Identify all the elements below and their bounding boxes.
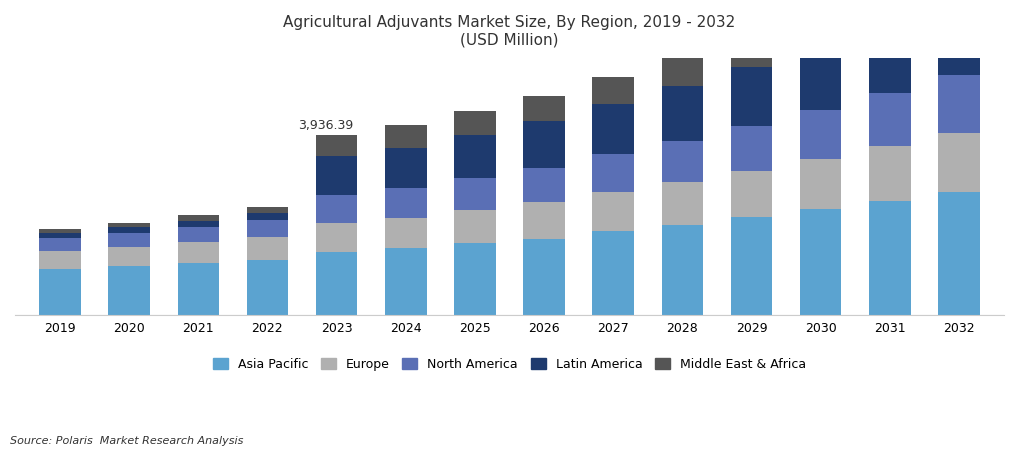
- Bar: [661, 225, 703, 315]
- Bar: [731, 217, 772, 315]
- Bar: [454, 111, 495, 135]
- Bar: [39, 233, 81, 238]
- Bar: [869, 0, 911, 25]
- Title: Agricultural Adjuvants Market Size, By Region, 2019 - 2032
(USD Million): Agricultural Adjuvants Market Size, By R…: [283, 15, 736, 47]
- Bar: [592, 231, 634, 315]
- Bar: [177, 227, 219, 243]
- Bar: [592, 104, 634, 154]
- Bar: [454, 135, 495, 179]
- Bar: [661, 141, 703, 182]
- Bar: [39, 269, 81, 315]
- Bar: [938, 75, 980, 133]
- Bar: [177, 243, 219, 263]
- Bar: [108, 227, 150, 233]
- Bar: [592, 154, 634, 192]
- Bar: [247, 207, 288, 213]
- Bar: [661, 182, 703, 225]
- Text: 3,936.39: 3,936.39: [299, 119, 354, 132]
- Bar: [108, 233, 150, 247]
- Bar: [316, 195, 358, 223]
- Bar: [316, 135, 358, 156]
- Bar: [869, 94, 911, 146]
- Bar: [731, 36, 772, 68]
- Bar: [108, 222, 150, 227]
- Bar: [524, 238, 565, 315]
- Bar: [385, 218, 427, 248]
- Bar: [247, 260, 288, 315]
- Bar: [938, 133, 980, 193]
- Bar: [385, 248, 427, 315]
- Bar: [524, 121, 565, 168]
- Bar: [454, 243, 495, 315]
- Bar: [177, 263, 219, 315]
- Bar: [800, 159, 842, 209]
- Bar: [316, 252, 358, 315]
- Bar: [661, 57, 703, 86]
- Bar: [524, 96, 565, 121]
- Bar: [177, 220, 219, 227]
- Bar: [938, 1, 980, 75]
- Bar: [800, 47, 842, 110]
- Bar: [454, 210, 495, 243]
- Bar: [454, 179, 495, 210]
- Bar: [247, 213, 288, 220]
- Bar: [108, 247, 150, 266]
- Bar: [316, 223, 358, 252]
- Bar: [524, 202, 565, 238]
- Bar: [800, 110, 842, 159]
- Bar: [938, 0, 980, 1]
- Bar: [938, 193, 980, 315]
- Bar: [592, 192, 634, 231]
- Bar: [869, 25, 911, 94]
- Bar: [592, 77, 634, 104]
- Bar: [869, 201, 911, 315]
- Bar: [385, 148, 427, 189]
- Bar: [39, 238, 81, 251]
- Text: Source: Polaris  Market Research Analysis: Source: Polaris Market Research Analysis: [10, 436, 244, 446]
- Bar: [39, 229, 81, 233]
- Bar: [108, 266, 150, 315]
- Bar: [800, 13, 842, 47]
- Bar: [247, 220, 288, 237]
- Bar: [731, 68, 772, 126]
- Bar: [731, 171, 772, 217]
- Bar: [385, 189, 427, 218]
- Bar: [385, 125, 427, 148]
- Bar: [247, 237, 288, 260]
- Bar: [869, 146, 911, 201]
- Bar: [177, 215, 219, 220]
- Bar: [39, 251, 81, 269]
- Bar: [524, 168, 565, 202]
- Bar: [316, 156, 358, 195]
- Bar: [661, 86, 703, 141]
- Bar: [800, 209, 842, 315]
- Legend: Asia Pacific, Europe, North America, Latin America, Middle East & Africa: Asia Pacific, Europe, North America, Lat…: [208, 353, 811, 376]
- Bar: [731, 126, 772, 171]
